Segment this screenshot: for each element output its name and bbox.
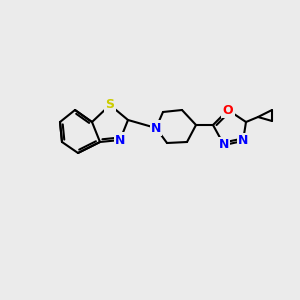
Text: N: N — [238, 134, 248, 148]
Text: N: N — [219, 139, 229, 152]
Text: N: N — [151, 122, 161, 134]
Text: N: N — [115, 134, 125, 146]
Text: O: O — [223, 103, 233, 116]
Text: S: S — [106, 98, 115, 112]
